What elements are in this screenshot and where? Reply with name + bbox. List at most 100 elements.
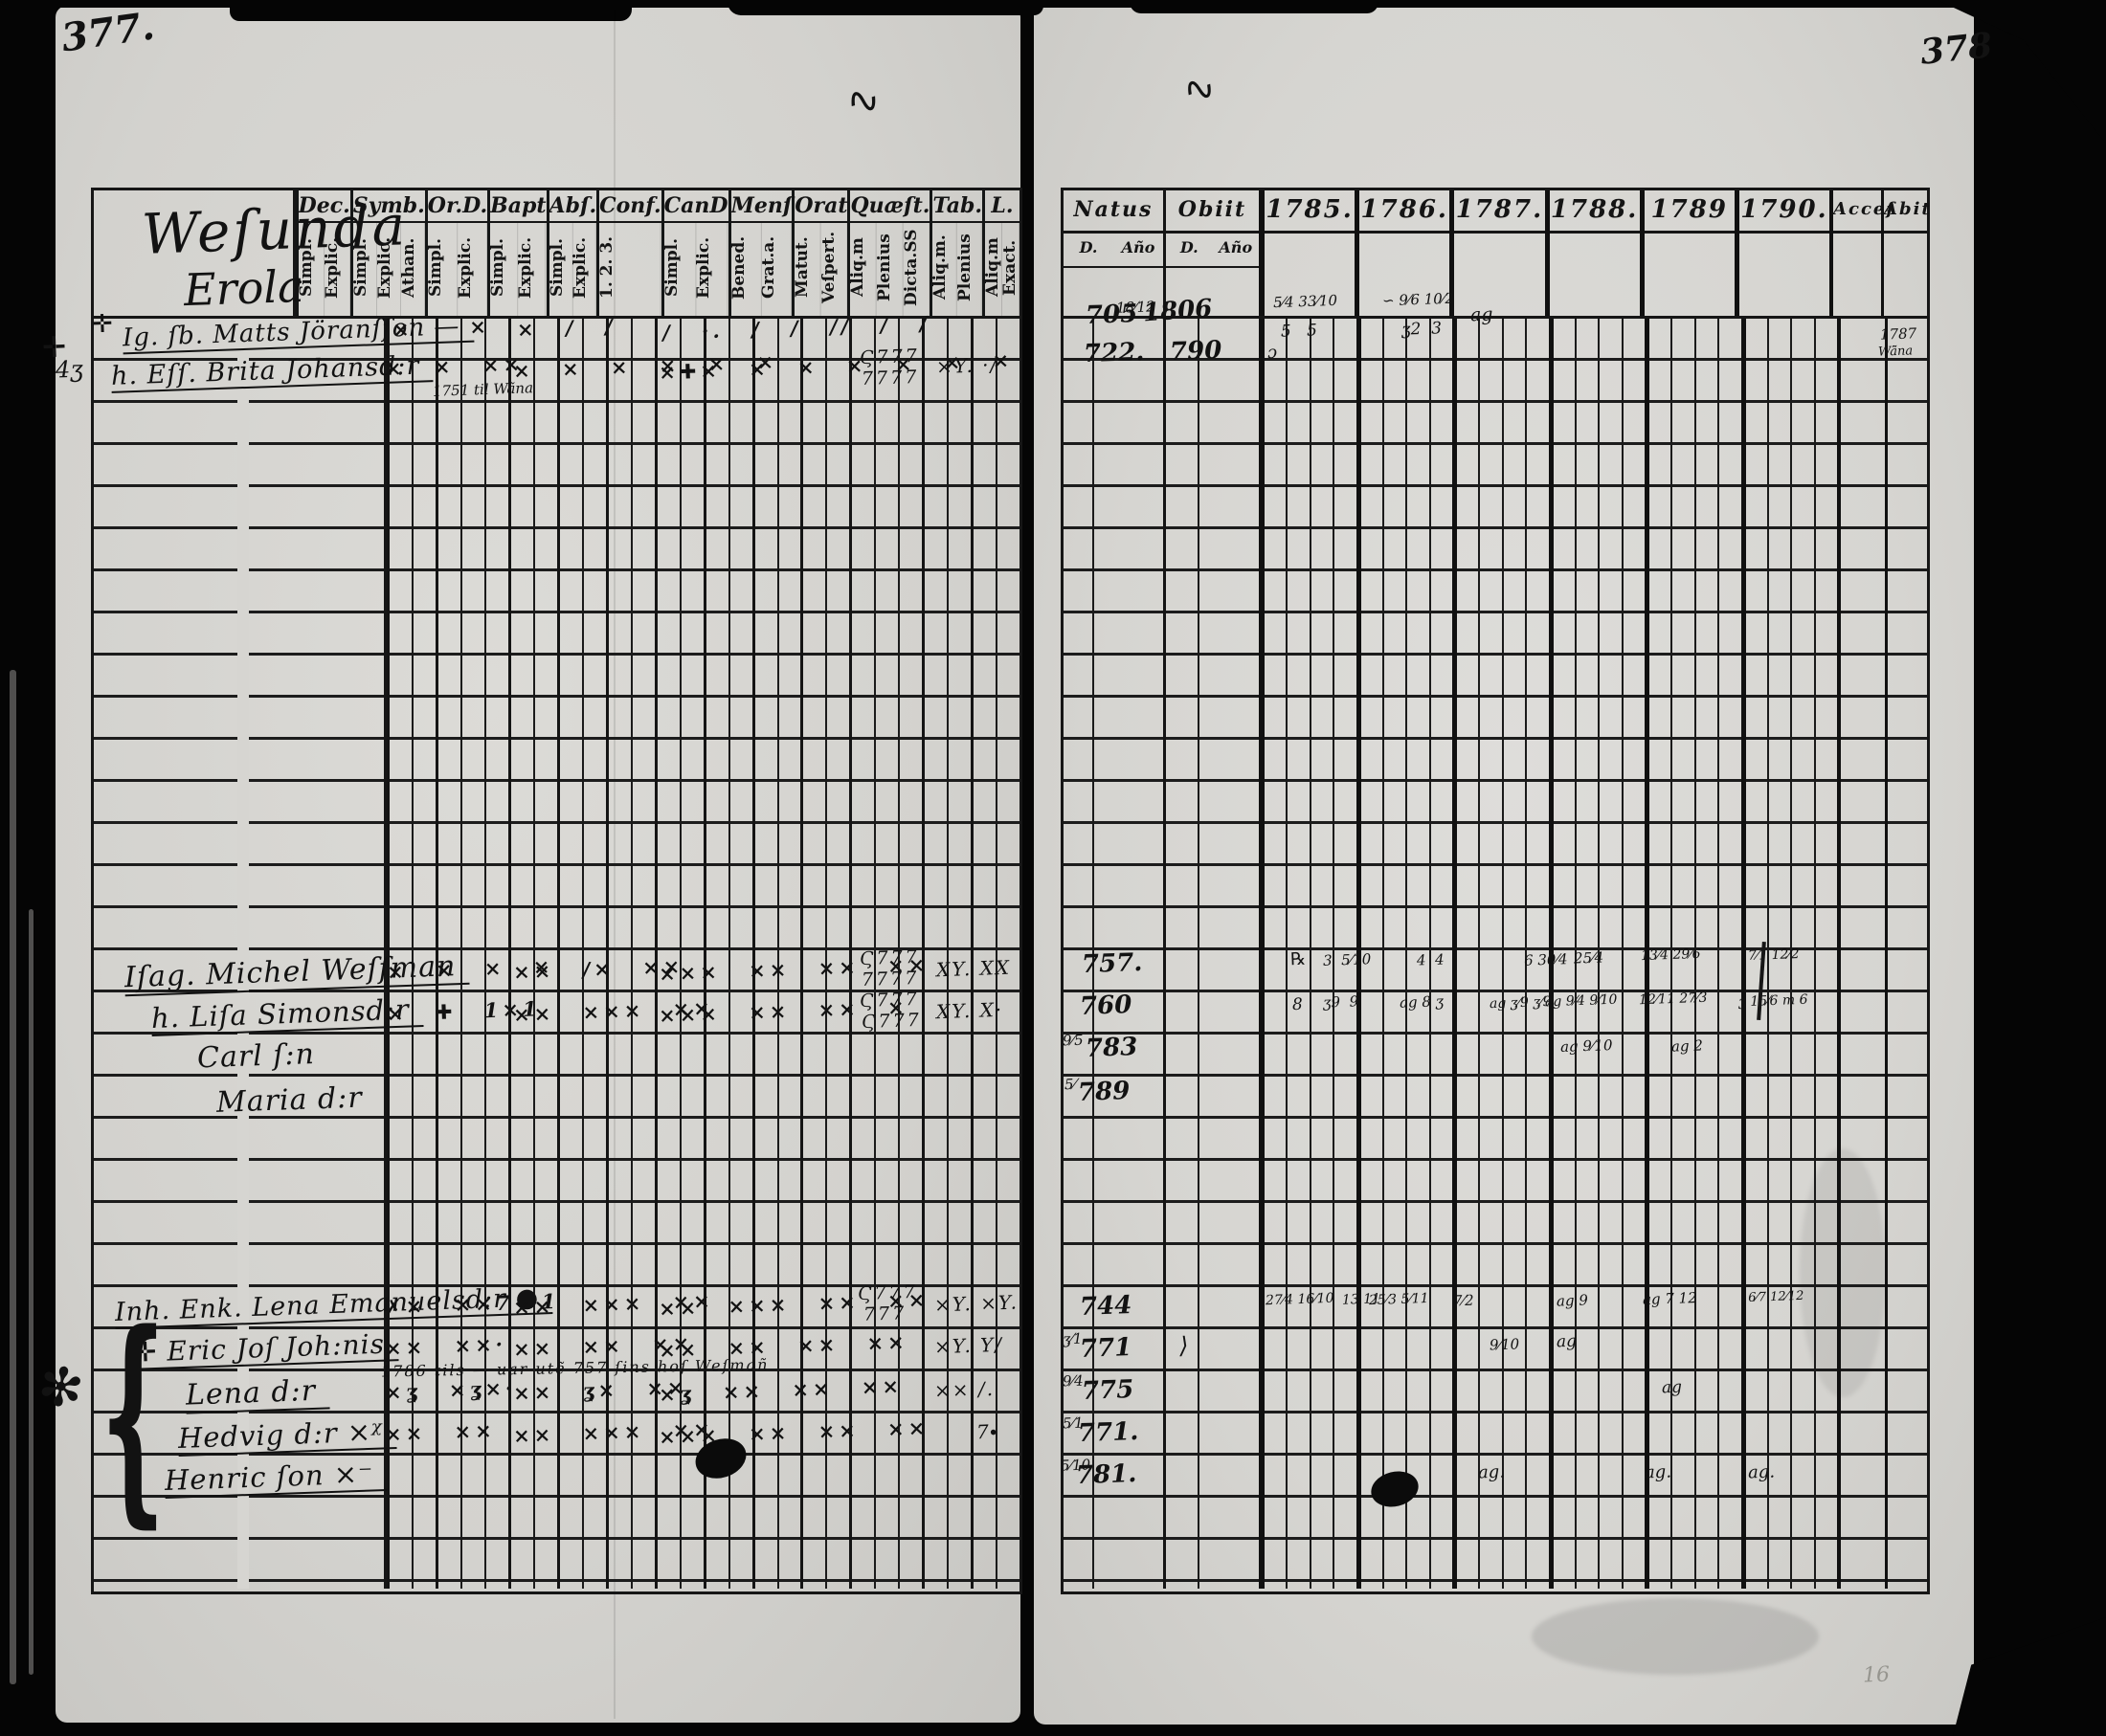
col-sub: Bened.	[729, 223, 762, 316]
year-annotation: 4 4	[1416, 950, 1445, 969]
right-record-table: Natus D. Año Obiit D. Año 1785. 1786. 1787…	[1061, 188, 1930, 1594]
col-label: Or.D.	[427, 190, 488, 223]
quaest-marks-top: Ϛ777	[859, 345, 921, 369]
year-annotation: 7⁄1 12⁄2	[1747, 946, 1800, 964]
paper-stain-1	[1532, 1598, 1819, 1675]
year-annotation: ∽ 9⁄6 10⁄2	[1381, 289, 1455, 310]
year-annotation: ag	[1556, 1331, 1578, 1352]
quaest-marks-bottom: 777	[863, 1302, 907, 1325]
natus-value: 783	[1085, 1033, 1138, 1063]
year-annotation: ʒ 15⁄6 m 6	[1737, 991, 1808, 1011]
year-annotation: ⟩	[1178, 1331, 1189, 1360]
quaest-marks-top: Ϛ777	[857, 1280, 919, 1305]
col-label: Conf.	[599, 190, 661, 223]
tab-l-marks: XY. XX	[935, 955, 1012, 982]
natus-day: 5⁄	[1064, 1075, 1077, 1094]
col-sub: Explic.	[571, 223, 597, 316]
parish-title-line1: Weſunda	[140, 192, 410, 267]
left-record-table: Dec. Simpl. Explic. Symb. Simpl. Explic. At…	[91, 188, 1022, 1594]
col-sub: Dicta.SS	[902, 223, 930, 316]
col-sub: Veſpert.	[819, 223, 848, 316]
year-annotation: ag ʒ⁄9 ʒ⁄9	[1489, 993, 1552, 1013]
column-group-dec: Dec. Simpl. Explic.	[295, 190, 350, 316]
tab-l-marks: ×Y. ·∕	[935, 352, 999, 379]
year-annotation: ag 9⁄10	[1559, 1036, 1613, 1056]
quaest-marks-bottom: 7777	[861, 967, 920, 991]
natus-value: 722.	[1083, 337, 1145, 369]
year-annotation: 25⁄4	[1573, 948, 1604, 968]
header-group-1789: 1789	[1639, 190, 1735, 316]
year-annotation: ag 9	[1556, 1291, 1589, 1310]
year-annotation: 27⁄4 16⁄10	[1265, 1290, 1334, 1309]
tab-l-marks: ×Y. ×Y.	[933, 1290, 1019, 1317]
col-label: Quæſt.	[850, 190, 930, 223]
year-annotation: ag 2	[1670, 1036, 1704, 1056]
film-streak-2	[29, 909, 34, 1675]
natus-label: Natus	[1064, 190, 1163, 234]
year-annotation: ag 8 ʒ	[1399, 992, 1445, 1012]
year-annotation: ɔ	[1266, 342, 1278, 364]
gutter-shadow	[1020, 0, 1034, 1736]
col-label: L.	[985, 190, 1019, 223]
natus-value: 760	[1079, 990, 1132, 1021]
col-label: Abſ.	[549, 190, 597, 223]
column-group-orat: Orat Matut. Veſpert.	[792, 190, 848, 316]
col-label: CanD	[663, 190, 728, 223]
row-marks: × × ××	[384, 351, 525, 381]
col-sub: Explic.	[516, 223, 547, 316]
year-label: 1789	[1644, 190, 1735, 234]
header-group-acces: Acceſ	[1829, 190, 1893, 316]
year-annotation: ag.	[1644, 1461, 1672, 1483]
year-annotation: ag.	[1477, 1461, 1506, 1483]
year-annotation: 16⁄7 12⁄12	[1739, 1288, 1804, 1306]
scan-edge-bottom	[0, 1725, 2106, 1736]
margin-cross-1: ✛	[91, 309, 114, 340]
year-annotation: ag	[1469, 303, 1493, 326]
entry-name: Lena d:r	[185, 1373, 330, 1414]
header-group-natus: Natus D. Año	[1064, 190, 1163, 316]
row-marks: × ∕ ∕	[516, 314, 616, 342]
parish-title-line2: Erola	[183, 259, 305, 317]
col-label: Orat	[795, 190, 848, 223]
year-annotation: 7⁄2	[1452, 1291, 1474, 1310]
row-marks: ×× ××·	[384, 1331, 507, 1361]
left-table-header: Dec. Simpl. Explic. Symb. Simpl. Explic. At…	[94, 190, 1019, 319]
header-group-1786: 1786.	[1355, 190, 1450, 316]
column-group-cand: CanD Simpl. Explic.	[661, 190, 728, 316]
natus-value: 757.	[1081, 947, 1143, 980]
col-label: Bapt	[490, 190, 547, 223]
col-label: Menſ	[730, 190, 793, 223]
year-annotation: ag.	[1747, 1461, 1776, 1483]
col-sub: Aliq.m	[848, 223, 878, 316]
col-sub: Simpl.	[426, 223, 458, 316]
faint-number: 16	[1862, 1662, 1891, 1688]
col-label: Tab.	[932, 190, 982, 223]
natus-anno-label: Año	[1121, 238, 1155, 256]
scan-edge-left	[0, 0, 56, 1736]
quaest-marks-top: Ϛ777	[859, 988, 921, 1013]
column-group-abs: Abſ. Simpl. Explic.	[546, 190, 597, 316]
header-group-1785: 1785.	[1259, 190, 1355, 316]
year-label: 1786.	[1359, 190, 1450, 234]
entry-name: Carl ſ:n	[196, 1037, 316, 1076]
col-sub: 1. 2. 3.	[597, 223, 661, 316]
tab-l-marks: ×Y. Y∕	[933, 1332, 1004, 1359]
note-wana: 1751 til Wãna	[432, 379, 534, 400]
year-annotation: 3 5⁄10	[1322, 950, 1372, 969]
obiit-anno: 1806	[1142, 294, 1214, 328]
year-label: 1785.	[1265, 190, 1355, 234]
obiit-d-label: D.	[1179, 238, 1199, 256]
right-table-body	[1064, 319, 1927, 1589]
column-group-bapt: Bapt Simpl. Explic.	[487, 190, 547, 316]
col-label: Dec.	[298, 190, 350, 223]
column-group-quaest: Quæſt. Aliq.m Plenius Dicta.SS	[847, 190, 930, 316]
year-annotation: 9⁄10	[1489, 1335, 1520, 1354]
year-annotation: 8	[1291, 994, 1304, 1015]
top-edge-rough-2	[728, 0, 1043, 15]
quaest-marks-bottom: 7777	[861, 366, 920, 390]
natus-value: 789	[1077, 1077, 1131, 1107]
header-group-obiit: Obiit D. Año	[1163, 190, 1259, 316]
column-group-conf: Conf. 1. 2. 3.	[596, 190, 661, 316]
tab-l-marks: 7∙	[975, 1419, 998, 1444]
margin-number: 4ʒ	[55, 355, 84, 384]
